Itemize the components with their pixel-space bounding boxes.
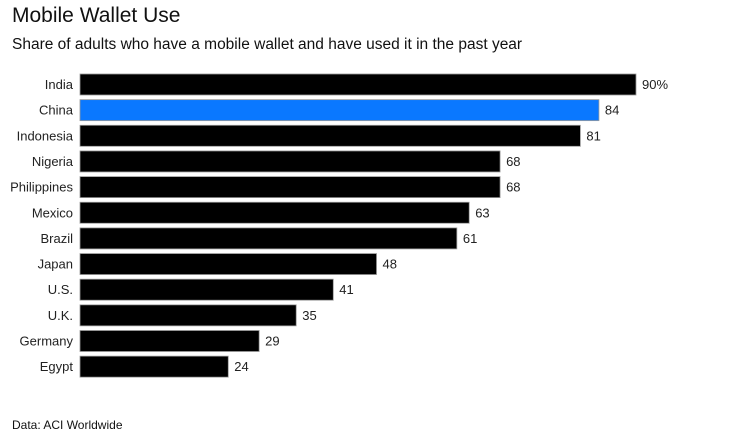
- chart-subtitle: Share of adults who have a mobile wallet…: [12, 36, 523, 53]
- bar-uk: [79, 304, 297, 327]
- bar-india: [79, 73, 637, 96]
- value-label: 68: [506, 154, 520, 169]
- bar-egypt: [79, 355, 229, 378]
- category-label: China: [39, 103, 74, 118]
- value-label: 81: [586, 128, 600, 143]
- chart-title: Mobile Wallet Use: [12, 4, 181, 27]
- value-label: 68: [506, 180, 520, 195]
- category-label: Brazil: [40, 231, 73, 246]
- value-label: 35: [302, 308, 316, 323]
- bar-mexico: [79, 201, 470, 224]
- category-label: Egypt: [40, 359, 74, 374]
- bar-nigeria: [79, 150, 501, 173]
- category-label: Indonesia: [17, 128, 74, 143]
- category-label: Nigeria: [32, 154, 74, 169]
- bar-indonesia: [79, 124, 581, 147]
- value-label: 63: [475, 205, 489, 220]
- value-label: 29: [265, 334, 279, 349]
- bar-china: [79, 99, 600, 122]
- category-label: Germany: [20, 334, 74, 349]
- category-label: India: [45, 77, 74, 92]
- bar-philippines: [79, 176, 501, 199]
- value-label: 24: [234, 359, 248, 374]
- source-note: Data: ACI Worldwide: [12, 418, 123, 432]
- value-label: 41: [339, 282, 353, 297]
- bar-brazil: [79, 227, 458, 250]
- bar-us: [79, 278, 334, 301]
- bar-japan: [79, 253, 377, 275]
- value-label: 48: [383, 257, 397, 272]
- category-label: U.S.: [48, 282, 73, 297]
- category-label: Japan: [38, 257, 73, 272]
- bar-germany: [79, 330, 260, 352]
- category-label: Philippines: [10, 180, 73, 195]
- value-label: 61: [463, 231, 477, 246]
- category-label: Mexico: [32, 205, 73, 220]
- category-label: U.K.: [48, 308, 73, 323]
- value-label: 90%: [642, 77, 668, 92]
- value-label: 84: [605, 103, 619, 118]
